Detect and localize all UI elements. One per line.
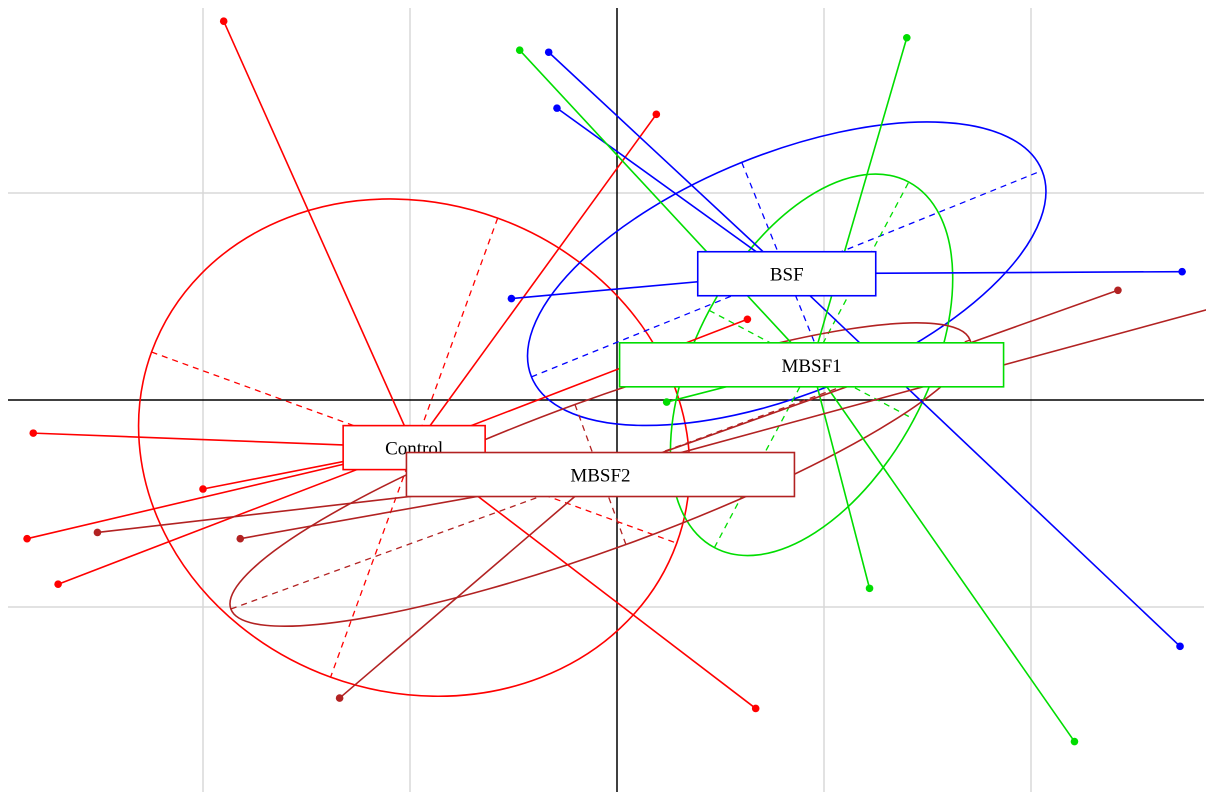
spoke-bsf — [556, 107, 788, 275]
points — [23, 17, 1186, 746]
label-mbsf2: MBSF2 — [405, 451, 796, 498]
label-box-mbsf2 — [405, 451, 796, 498]
spoke-mbsf1 — [810, 364, 1076, 743]
point-mbsf2 — [236, 534, 245, 543]
spoke-bsf — [786, 273, 1181, 647]
point-bsf — [553, 104, 561, 112]
spoke-mbsf2 — [339, 473, 601, 699]
point-control — [23, 534, 31, 543]
point-mbsf1 — [515, 46, 524, 54]
zero-axes — [8, 8, 1204, 792]
point-bsf — [507, 294, 516, 303]
spoke-control — [413, 113, 657, 449]
point-control — [751, 704, 760, 713]
spoke-mbsf1 — [519, 49, 813, 366]
ellipse-minor-axis-mbsf2 — [574, 404, 627, 545]
point-mbsf1 — [1070, 737, 1079, 746]
point-bsf — [1178, 267, 1186, 276]
spoke-mbsf1 — [810, 364, 871, 589]
label-text-mbsf2: MBSF2 — [570, 466, 630, 487]
ellipses — [137, 121, 1047, 698]
label-text-bsf: BSF — [770, 265, 804, 286]
point-mbsf2 — [93, 528, 102, 537]
point-mbsf1 — [662, 398, 671, 406]
label-text-mbsf1: MBSF1 — [781, 356, 841, 377]
label-box-bsf — [696, 250, 877, 297]
point-control — [199, 485, 207, 493]
point-bsf — [1176, 642, 1184, 651]
spoke-control — [222, 20, 415, 448]
point-control — [29, 429, 38, 437]
point-mbsf1 — [865, 584, 874, 593]
spoke-bsf — [548, 51, 788, 275]
point-control — [219, 17, 228, 25]
point-control — [54, 580, 62, 589]
label-bsf: BSF — [696, 250, 877, 297]
spoke-mbsf2 — [600, 309, 1206, 476]
point-mbsf2 — [335, 694, 344, 702]
point-mbsf2 — [1114, 286, 1122, 295]
point-bsf — [544, 48, 553, 57]
label-mbsf1: MBSF1 — [618, 342, 1005, 388]
spoke-mbsf1 — [810, 37, 908, 366]
point-mbsf1 — [903, 33, 911, 42]
label-box-mbsf1 — [618, 342, 1005, 388]
point-control — [652, 110, 661, 119]
point-control — [743, 315, 752, 324]
